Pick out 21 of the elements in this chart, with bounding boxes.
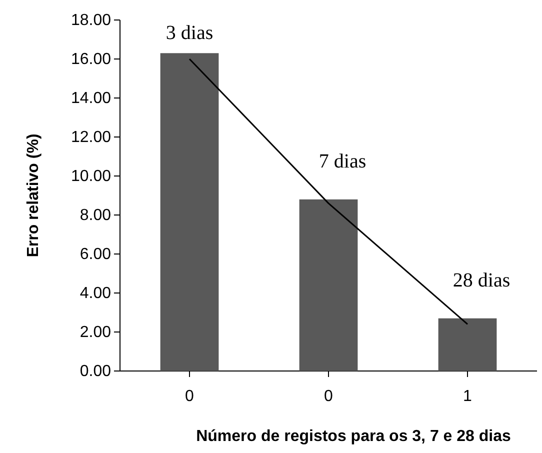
y-tick-label: 14.00 xyxy=(70,90,112,108)
y-tick-label: 18.00 xyxy=(70,12,112,30)
y-tick-label: 12.00 xyxy=(70,129,112,146)
annotation: 3 dias xyxy=(166,22,214,44)
y-tick-label: 10.00 xyxy=(70,168,112,186)
annotation: 28 dias xyxy=(452,269,510,292)
annotation: 7 dias xyxy=(318,150,366,172)
bar xyxy=(160,53,219,371)
bar xyxy=(438,318,497,371)
y-tick-label: 8.00 xyxy=(80,207,112,224)
y-tick-label: 6.00 xyxy=(80,246,112,264)
y-tick-label: 4.00 xyxy=(80,285,112,302)
bar xyxy=(299,199,358,371)
x-tick-label: 0 xyxy=(185,388,194,405)
x-tick-label: 0 xyxy=(324,388,334,405)
x-axis-title: Número de registos para os 3, 7 e 28 dias xyxy=(196,428,511,445)
y-axis-title: Erro relativo (%) xyxy=(25,134,42,258)
y-tick-label: 0.00 xyxy=(80,363,112,380)
x-tick-label: 1 xyxy=(463,388,472,405)
y-tick-label: 2.00 xyxy=(80,324,112,342)
y-tick-label: 16.00 xyxy=(70,51,112,68)
